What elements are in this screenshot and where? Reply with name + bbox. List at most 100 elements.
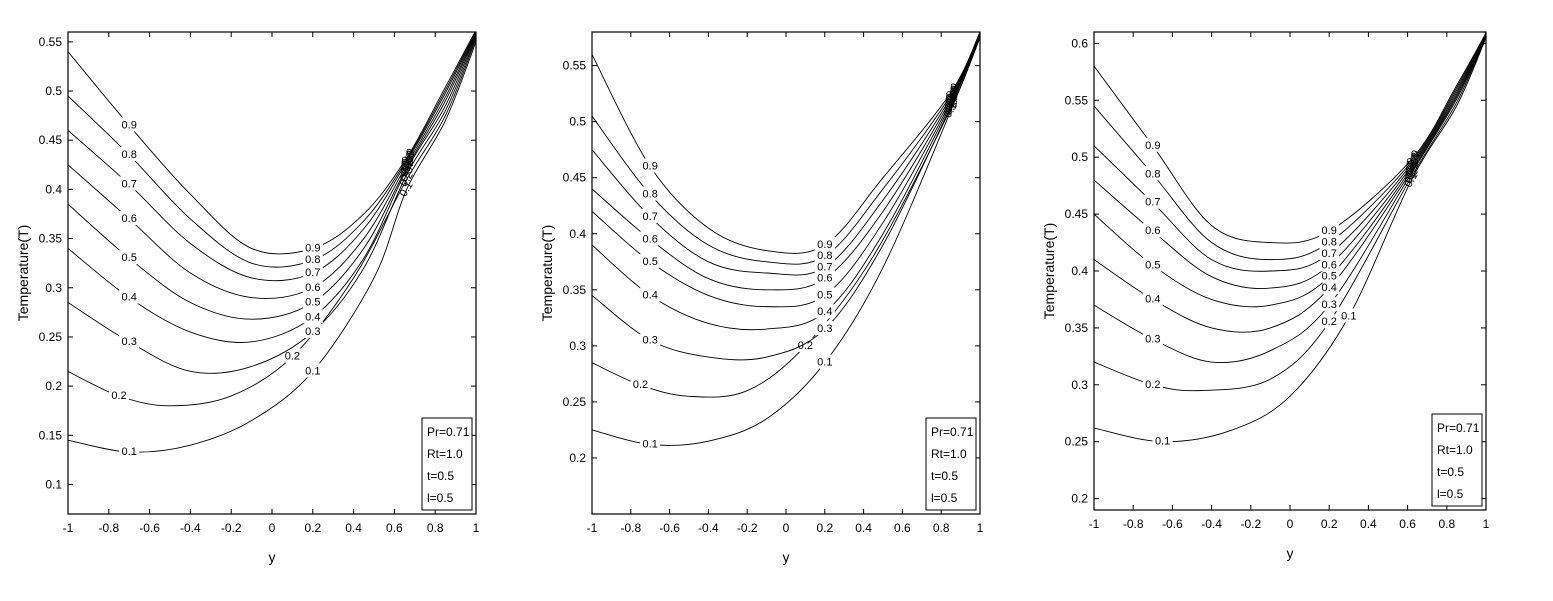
contour-label: 0.1 (1155, 436, 1170, 448)
contour-label-bg (640, 436, 661, 451)
x-tick-label: -0.2 (737, 521, 758, 535)
y-tick-label: 0.45 (563, 171, 587, 185)
contour-label-bg (119, 250, 140, 265)
contour-line-0.3 (68, 36, 476, 374)
contour-label-bg (1142, 291, 1163, 306)
x-tick-label: 0.2 (816, 521, 833, 535)
contour-label: 0.7 (817, 261, 832, 273)
contour-label: 0.4 (122, 292, 137, 304)
x-tick-label: 0.8 (427, 521, 444, 535)
contour-label-bg (1338, 308, 1359, 323)
x-tick-label: -0.8 (98, 521, 119, 535)
x-tick-label: 0.8 (933, 521, 950, 535)
contour-label-bg (119, 444, 140, 459)
x-tick-label: 1 (473, 521, 480, 535)
contour-label-bg (630, 377, 651, 392)
contour-label: 0.6 (1322, 259, 1337, 271)
contour-label-bg (814, 259, 835, 274)
contour-line-0.1 (68, 41, 476, 453)
contour-label-bg (814, 287, 835, 302)
plot-frame (67, 31, 477, 515)
x-tick-label: 0.2 (1321, 517, 1338, 531)
chart-panel-1: -1 -0.8 -0.6 -0.4 -0.2 0 0.2 0.4 0.6 0.8 1 0.1 0.15 0… (15, 31, 480, 565)
y-tick-label: 0.25 (563, 395, 587, 409)
contour-label: 0.9 (643, 161, 658, 173)
contour-label-bg (1142, 376, 1163, 391)
contour-label-bg (814, 354, 835, 369)
contour-label: 0.8 (1322, 237, 1337, 249)
contour-label: 0.6 (817, 273, 832, 285)
contour-label: 0.9 (305, 242, 320, 254)
contour-label: 0.7 (305, 267, 320, 279)
contour-label: 0.9 (1322, 225, 1337, 237)
contour-label: 0.8 (305, 254, 320, 266)
contour-label: 0.8 (643, 189, 658, 201)
legend-entry: t=0.5 (427, 469, 454, 483)
contour-label: 0.9 (817, 239, 832, 251)
contour-line-0.2 (1094, 36, 1486, 392)
contour-label: 0.4 (1145, 293, 1160, 305)
contour-label-bg (1142, 331, 1163, 346)
x-axis-label: y (1287, 545, 1294, 561)
x-tick-label: 0.4 (345, 521, 362, 535)
contour-label-bg (814, 270, 835, 285)
legend-entry: t=0.5 (931, 469, 958, 483)
contour-label: 0.7 (122, 178, 137, 190)
x-tick-label: -0.4 (180, 521, 201, 535)
contour-label-bg (1319, 268, 1340, 283)
x-tick-label: 0.6 (1399, 517, 1416, 531)
contour-label-bg (109, 387, 129, 402)
contour-label-bg (814, 304, 835, 319)
legend-entry: t=0.5 (1437, 465, 1464, 479)
contour-label: 0.7 (1322, 248, 1337, 260)
contour-line-0.6 (1094, 34, 1486, 289)
contour-label-bg (302, 309, 323, 324)
contour-label-bg (640, 231, 661, 246)
contour-label: 0.6 (122, 213, 137, 225)
contour-label-bg (1319, 223, 1340, 238)
y-tick-label: 0.55 (39, 35, 63, 49)
x-tick-label: -0.6 (659, 521, 680, 535)
legend-entry: Pr=0.71 (931, 425, 974, 439)
contour-label: 0.5 (305, 297, 320, 309)
contour-label: 0.1 (122, 446, 137, 458)
y-tick-label: 0.15 (39, 428, 63, 442)
contour-label: 0.5 (643, 256, 658, 268)
legend-box (1431, 413, 1483, 507)
y-tick-label: 0.6 (1071, 36, 1088, 50)
legend-box (421, 417, 473, 511)
y-axis-label: Temperature(T) (539, 225, 555, 321)
contour-label-bg (302, 363, 323, 378)
contour-label-bg (1142, 166, 1163, 181)
contour-label: 0.8 (817, 250, 832, 262)
contour-label: 0.5 (817, 289, 832, 301)
contour-label: 0.4 (305, 311, 320, 323)
y-tick-label: 0.55 (1065, 93, 1089, 107)
x-tick-label: -0.6 (1162, 517, 1183, 531)
x-tick-label: 1 (977, 521, 984, 535)
contour-label: 0.3 (643, 334, 658, 346)
x-axis-label: y (783, 549, 790, 565)
contour-line-0.4 (592, 35, 980, 331)
contour-label-bg (1319, 245, 1340, 260)
contour-label: 0.4 (1322, 282, 1337, 294)
x-tick-label: -0.6 (139, 521, 160, 535)
contour-label: 0.5 (1322, 271, 1337, 283)
contour-label: 0.2 (798, 340, 813, 352)
legend-entry: l=0.5 (931, 491, 958, 505)
y-tick-label: 0.4 (1071, 264, 1088, 278)
legend-entry: l=0.5 (1437, 487, 1464, 501)
contour-label: 0.1 (1341, 311, 1356, 323)
contour-label: 0.2 (111, 390, 126, 402)
contour-label-bg (119, 117, 140, 132)
contour-label: 0.4 (817, 306, 832, 318)
x-tick-label: 0.2 (304, 521, 321, 535)
y-tick-label: 0.25 (39, 330, 63, 344)
contour-label: 0.6 (305, 282, 320, 294)
contour-label-bg (1319, 280, 1340, 295)
y-axis-label: Temperature(T) (1041, 223, 1057, 319)
x-tick-label: 0.4 (1360, 517, 1377, 531)
y-tick-label: 0.45 (39, 133, 63, 147)
y-tick-label: 0.35 (563, 283, 587, 297)
